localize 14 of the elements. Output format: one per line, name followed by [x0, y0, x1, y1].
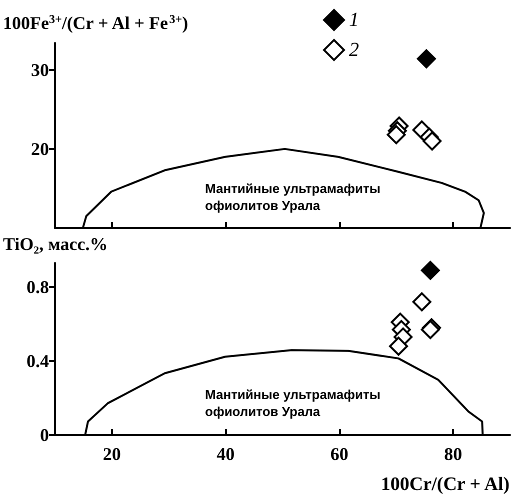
legend-label: 2 [349, 39, 359, 61]
y-tick-label: 0.8 [26, 277, 49, 298]
x-tick-label: 80 [444, 444, 462, 464]
x-tick-label: 40 [216, 444, 235, 464]
x-tick-label: 60 [330, 444, 348, 464]
y-tick-label: 0.4 [26, 351, 49, 372]
annotation: Мантийные ультрамафиты офиолитов Урала [205, 181, 380, 213]
legend-label: 1 [349, 9, 359, 31]
y-tick-label: 0 [40, 425, 49, 445]
y-tick-label: 20 [31, 138, 49, 159]
x-tick-label: 20 [102, 444, 121, 464]
y-tick-label: 30 [31, 60, 49, 80]
annotation: Мантийные ультрамафиты офиолитов Урала [205, 387, 380, 419]
x-axis-title: 100Cr/(Cr + Al) [380, 474, 510, 495]
